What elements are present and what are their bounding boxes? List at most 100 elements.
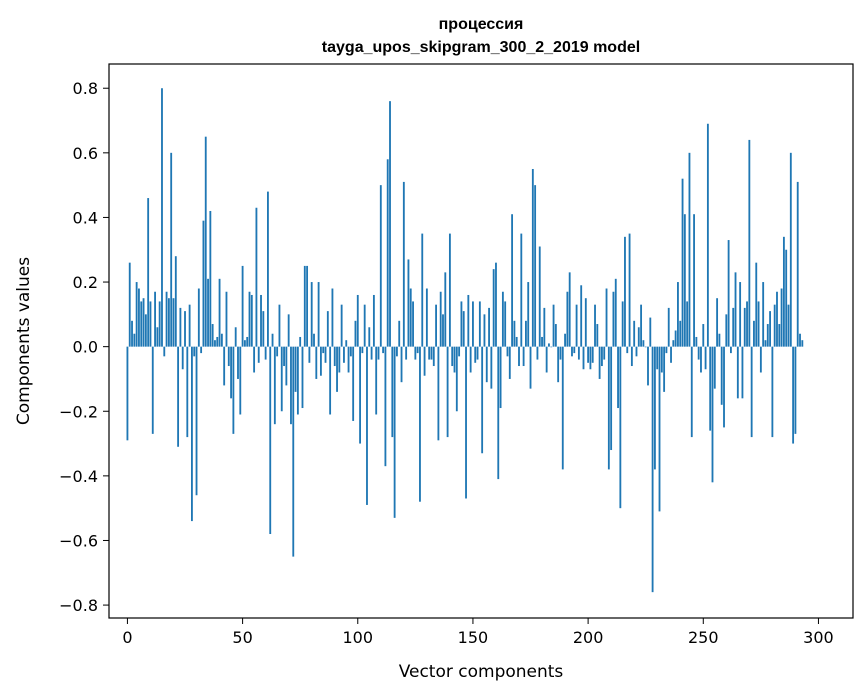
bar: [184, 311, 186, 347]
bar: [720, 346, 723, 405]
bar: [432, 346, 435, 367]
x-tick-label: 150: [458, 628, 489, 647]
bar: [686, 301, 689, 347]
bar: [614, 278, 617, 347]
bar: [207, 278, 209, 347]
x-tick-label: 250: [688, 628, 719, 647]
bar: [326, 311, 329, 347]
bar: [428, 346, 431, 360]
bar: [151, 346, 154, 434]
bar: [612, 291, 615, 347]
y-tick-label: 0.0: [73, 338, 98, 357]
bar: [732, 307, 735, 347]
bar: [635, 346, 638, 357]
bar: [778, 324, 781, 347]
bar: [336, 346, 338, 392]
bar: [232, 346, 235, 434]
bar: [499, 346, 502, 409]
bar: [688, 152, 691, 347]
bar: [227, 346, 230, 367]
bar: [384, 346, 387, 467]
bar: [677, 282, 679, 347]
bar: [730, 346, 732, 354]
bar: [554, 324, 557, 347]
bars-group: [126, 88, 804, 593]
bar: [568, 272, 571, 347]
bar: [469, 346, 472, 373]
bar: [283, 346, 285, 367]
bar: [624, 236, 626, 347]
bar: [476, 346, 479, 360]
bar: [580, 285, 583, 347]
bar: [762, 282, 765, 347]
bar: [474, 346, 477, 363]
bar: [792, 346, 795, 444]
bar: [382, 346, 385, 354]
bar: [165, 291, 168, 347]
bar: [246, 336, 249, 347]
bar: [587, 346, 590, 363]
bar: [356, 294, 359, 347]
bar: [644, 346, 647, 348]
bar: [372, 294, 375, 347]
bar: [386, 159, 389, 347]
bar: [725, 314, 728, 347]
bar: [515, 336, 518, 347]
bar: [257, 346, 260, 363]
bar: [789, 152, 792, 347]
bar: [271, 333, 274, 347]
bar: [158, 301, 161, 347]
bar: [674, 330, 677, 347]
bar: [154, 291, 156, 347]
bar: [541, 336, 543, 347]
bar: [269, 346, 272, 535]
bar: [237, 346, 239, 379]
bar: [333, 346, 336, 367]
bar: [561, 346, 564, 470]
bar: [776, 291, 778, 347]
bar: [331, 288, 334, 347]
bar: [642, 340, 645, 347]
bar: [741, 346, 744, 399]
x-tick-label: 100: [342, 628, 373, 647]
bar: [442, 314, 444, 347]
bar: [453, 346, 456, 373]
bar: [481, 346, 484, 454]
bar: [746, 301, 748, 347]
bar: [488, 307, 490, 347]
bar: [188, 304, 191, 347]
bar: [400, 346, 403, 383]
bar: [200, 346, 203, 354]
bar: [596, 324, 599, 347]
bar: [280, 346, 283, 412]
bar: [759, 346, 762, 373]
bar: [713, 346, 716, 389]
bar: [128, 262, 131, 347]
bar: [513, 320, 516, 347]
bar: [446, 346, 449, 438]
bar: [147, 198, 150, 347]
bar: [690, 346, 693, 438]
bar: [711, 346, 714, 483]
bar: [241, 265, 244, 347]
bar: [191, 346, 193, 522]
bar: [315, 346, 318, 379]
bar: [656, 346, 659, 370]
bar: [197, 288, 200, 347]
bar: [363, 304, 366, 347]
bar: [559, 346, 562, 360]
bar: [156, 327, 159, 347]
bar: [794, 346, 797, 434]
y-tick-label: 0.6: [73, 144, 98, 163]
bar: [204, 136, 207, 347]
bar: [764, 340, 767, 347]
bar: [773, 304, 776, 347]
bar: [716, 298, 719, 347]
bar: [276, 346, 279, 357]
bar: [195, 346, 198, 496]
bar: [308, 346, 311, 363]
bar: [695, 336, 698, 347]
bar: [769, 311, 771, 347]
bar: [248, 291, 251, 347]
bar: [785, 249, 788, 347]
